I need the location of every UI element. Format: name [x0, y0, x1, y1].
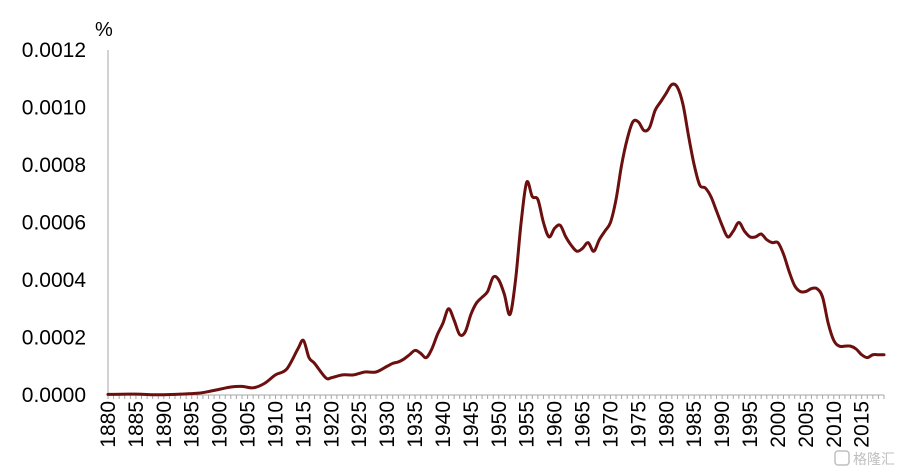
series-line: [106, 82, 886, 397]
x-tick-label: 1995: [739, 401, 762, 448]
watermark-logo-icon: [834, 450, 850, 466]
x-tick-label: 1945: [460, 401, 483, 448]
y-tick-label: 0.0000: [22, 384, 86, 407]
x-tick-label: 1935: [404, 401, 427, 448]
x-tick-label: 1980: [655, 401, 678, 448]
x-tick-label: 2010: [823, 401, 846, 448]
x-tick-labels: 1880 1885 1890 1895 1900 1905 1910 1915 1920 1925…: [97, 395, 885, 448]
y-unit-label: %: [95, 19, 113, 41]
y-tick-label: 0.0006: [22, 212, 86, 235]
watermark-text: 格隆汇: [853, 452, 895, 468]
x-tick-label: 1990: [711, 401, 734, 448]
x-tick-label: 1885: [125, 401, 148, 448]
x-tick-label: 1880: [97, 401, 120, 448]
y-tick-label: 0.0012: [22, 39, 86, 62]
y-tick-label: 0.0010: [22, 97, 86, 120]
x-tick-label: 1925: [348, 401, 371, 448]
x-tick-label: 1965: [572, 401, 595, 448]
x-tick-label: 1905: [237, 401, 260, 448]
x-tick-label: 2000: [767, 401, 790, 448]
x-tick-label: 1950: [488, 401, 511, 448]
x-tick-label: 1900: [209, 401, 232, 448]
x-tick-label: 1920: [320, 401, 343, 448]
x-tick-label: 1930: [376, 401, 399, 448]
y-tick-labels: 0.0000 0.0002 0.0004 0.0006 0.0008 0.0010 0.00…: [22, 39, 87, 407]
x-tick-label: 1915: [292, 401, 315, 448]
y-tick-label: 0.0002: [22, 327, 86, 350]
x-tick-label: 2005: [795, 401, 818, 448]
x-tick-label: 1970: [599, 401, 622, 448]
y-tick-label: 0.0004: [22, 269, 87, 292]
x-tick-label: 1895: [181, 401, 204, 448]
x-tick-label: 1960: [544, 401, 567, 448]
x-tick-label: 1975: [627, 401, 650, 448]
x-tick-label: 1940: [432, 401, 455, 448]
x-tick-label: 1910: [264, 401, 287, 448]
watermark: 格隆汇: [834, 450, 895, 468]
x-tick-label: 1890: [153, 401, 176, 448]
x-tick-label: 1985: [683, 401, 706, 448]
x-tick-label: 1955: [516, 401, 539, 448]
y-tick-label: 0.0008: [22, 154, 86, 177]
x-tick-label: 2015: [851, 401, 874, 448]
